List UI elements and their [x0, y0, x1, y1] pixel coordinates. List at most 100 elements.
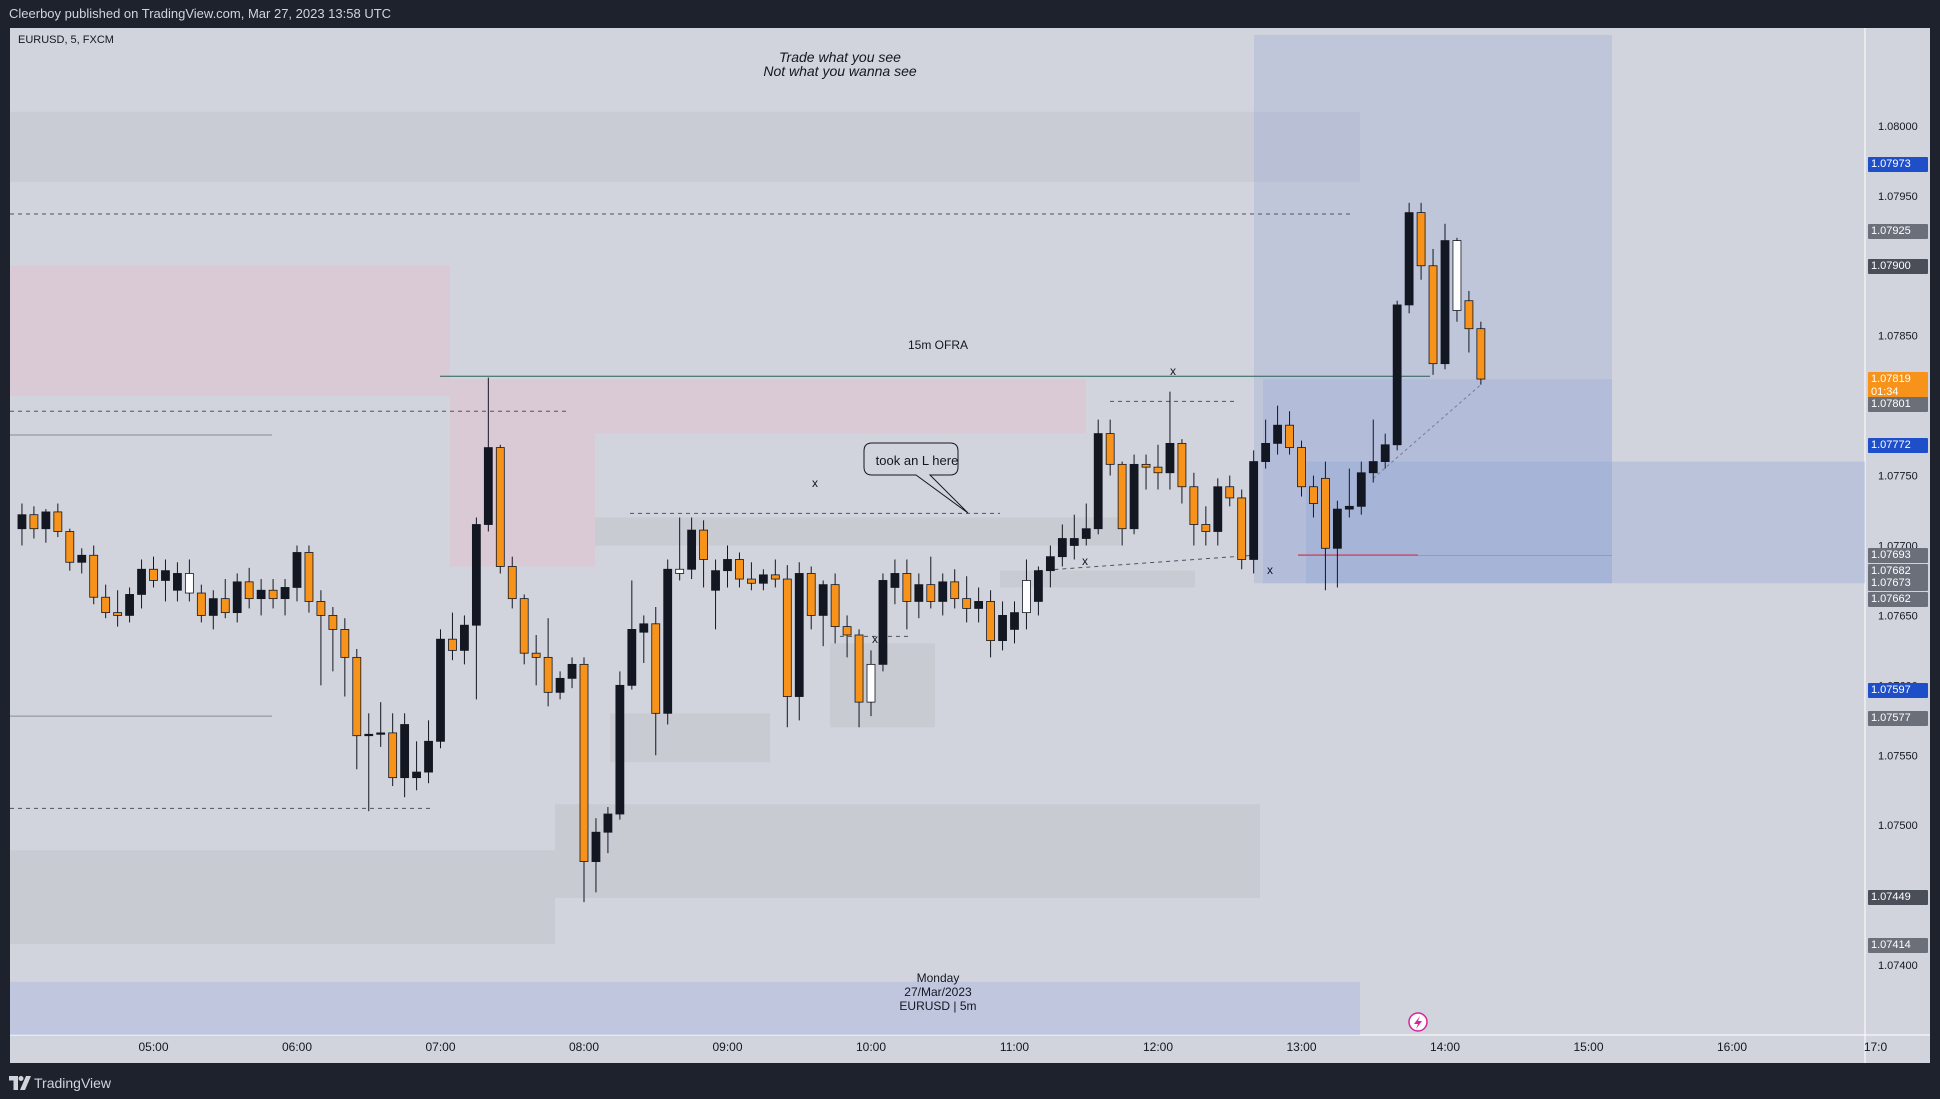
candle	[1129, 454, 1139, 535]
candle	[460, 615, 469, 665]
callout-bubble	[863, 442, 969, 514]
y-tick-label: 1.07400	[1878, 960, 1918, 972]
candle-body	[1249, 461, 1259, 560]
candle	[340, 618, 350, 697]
candle	[1404, 202, 1414, 314]
candle	[232, 573, 242, 623]
x-tick-label: 10:00	[856, 1040, 886, 1054]
gray-zone-e	[10, 850, 555, 945]
candle	[1356, 461, 1366, 515]
x-tick-label: 06:00	[282, 1040, 312, 1054]
candle	[184, 559, 194, 602]
candle-body	[1285, 424, 1294, 448]
candle	[603, 807, 613, 854]
candle	[1237, 489, 1247, 570]
candle-body	[1213, 486, 1223, 532]
candle-body	[854, 634, 864, 703]
candle	[1069, 514, 1079, 560]
candle	[125, 587, 134, 623]
candle-body	[735, 559, 744, 580]
candle-body	[555, 677, 565, 693]
price-label: 1.07973	[1868, 156, 1928, 172]
candle	[1452, 237, 1462, 322]
price-label: 1.07414	[1868, 938, 1928, 954]
candle-body	[376, 732, 386, 735]
gray-zone-f	[1000, 570, 1195, 588]
candle	[149, 556, 158, 588]
candle-body	[615, 684, 625, 815]
candle-body	[770, 574, 780, 580]
candle-body	[184, 573, 194, 594]
candle-body	[687, 529, 697, 570]
candle-body	[986, 601, 995, 641]
candle-body	[531, 652, 541, 658]
price-label: 1.07577	[1868, 710, 1928, 726]
candle	[1321, 461, 1330, 591]
tradingview-brand[interactable]: TradingView	[34, 1075, 112, 1091]
candle-body	[663, 568, 673, 714]
price-label: 1.07449	[1868, 889, 1928, 905]
tradingview-logo-icon[interactable]	[9, 1076, 31, 1090]
candle	[1464, 290, 1474, 353]
candle	[304, 545, 314, 613]
candle-body	[232, 581, 242, 614]
candle	[806, 566, 816, 630]
candle	[1105, 419, 1115, 476]
candle-body	[483, 447, 493, 525]
candle-body	[495, 447, 505, 567]
left-pink-zone	[10, 265, 450, 396]
candle-body	[316, 601, 326, 616]
candle	[113, 590, 123, 627]
candle-body	[1416, 212, 1426, 267]
candle	[137, 559, 146, 609]
candle	[280, 579, 290, 616]
candle-body	[758, 574, 768, 584]
candle-body	[1141, 463, 1151, 468]
symbol-label[interactable]: EURUSD, 5, FXCM	[18, 34, 114, 46]
candle-body	[1069, 538, 1079, 546]
candle	[1309, 475, 1318, 518]
chart-frame[interactable]: 1.074001.074501.075001.075501.076001.076…	[10, 28, 1930, 1063]
candle-body	[196, 592, 206, 616]
candle-body	[1189, 486, 1199, 525]
candle-body	[364, 733, 374, 737]
candle-body	[352, 656, 362, 737]
x-mark: x	[1082, 554, 1088, 568]
candle-body	[448, 638, 457, 651]
candlestick-chart[interactable]: 1.074001.074501.075001.075501.076001.076…	[10, 28, 1930, 1063]
candle-body	[998, 615, 1007, 641]
candle-body	[65, 531, 75, 563]
candle-body	[304, 552, 314, 602]
candle-body	[1129, 463, 1139, 530]
candle-body	[1153, 466, 1163, 474]
ofra-label: 15m OFRA	[908, 338, 968, 352]
candle	[615, 671, 625, 820]
candle-body	[890, 573, 900, 588]
candle	[412, 741, 421, 791]
candle-body	[149, 568, 158, 581]
candle	[543, 618, 553, 707]
candle	[1045, 545, 1055, 588]
bar-countdown: 01:34	[1871, 386, 1899, 399]
candle-body	[794, 573, 804, 697]
candle	[1249, 450, 1259, 574]
candle	[1081, 503, 1091, 546]
candle-body	[460, 624, 469, 651]
candle	[962, 576, 972, 623]
candle-body	[1093, 433, 1103, 530]
candle-body	[1440, 240, 1450, 365]
candle-body	[603, 813, 613, 833]
candle	[579, 657, 589, 903]
candle-body	[1165, 442, 1175, 474]
x-tick-label: 12:00	[1143, 1040, 1173, 1054]
candle	[388, 713, 398, 787]
price-label: 1.07693	[1868, 548, 1928, 564]
candle-body	[125, 594, 134, 616]
candle	[376, 702, 386, 747]
motto-line-1: Trade what you see	[779, 49, 901, 65]
candle-body	[1081, 528, 1091, 539]
candle-body	[29, 514, 39, 530]
candle	[364, 713, 374, 812]
candle-body	[412, 771, 421, 779]
candle-body	[1177, 442, 1187, 488]
